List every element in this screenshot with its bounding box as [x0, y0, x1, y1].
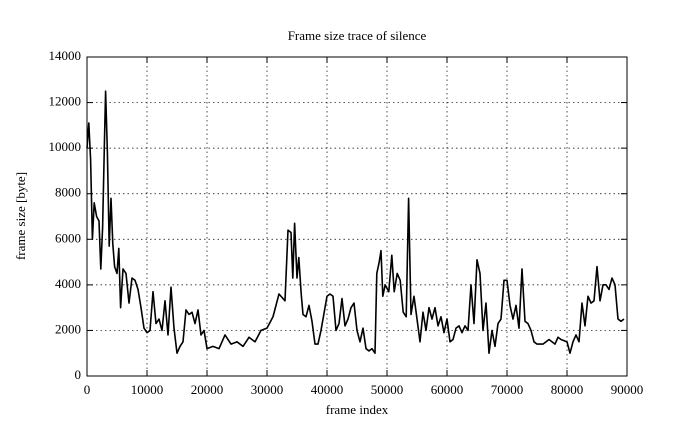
x-tick-label: 60000 [431, 382, 464, 397]
y-tick-label: 8000 [55, 185, 81, 200]
y-tick-label: 6000 [55, 230, 81, 245]
y-tick-label: 2000 [55, 321, 81, 336]
y-tick-label: 14000 [49, 48, 82, 63]
x-tick-label: 0 [84, 382, 91, 397]
x-tick-label: 80000 [551, 382, 584, 397]
y-tick-label: 4000 [55, 276, 81, 291]
x-tick-label: 30000 [251, 382, 284, 397]
x-tick-label: 90000 [611, 382, 644, 397]
chart-title: Frame size trace of silence [288, 28, 427, 43]
x-tick-label: 50000 [371, 382, 404, 397]
x-tick-label: 70000 [491, 382, 524, 397]
y-axis-label: frame size [byte] [13, 172, 28, 260]
y-tick-label: 0 [75, 367, 82, 382]
x-tick-label: 20000 [191, 382, 224, 397]
y-tick-label: 10000 [49, 139, 82, 154]
x-axis-label: frame index [326, 402, 389, 417]
x-tick-label: 10000 [131, 382, 164, 397]
y-tick-label: 12000 [49, 94, 82, 109]
plot-frame [86, 56, 628, 377]
data-line [86, 90, 625, 355]
x-tick-label: 40000 [311, 382, 344, 397]
